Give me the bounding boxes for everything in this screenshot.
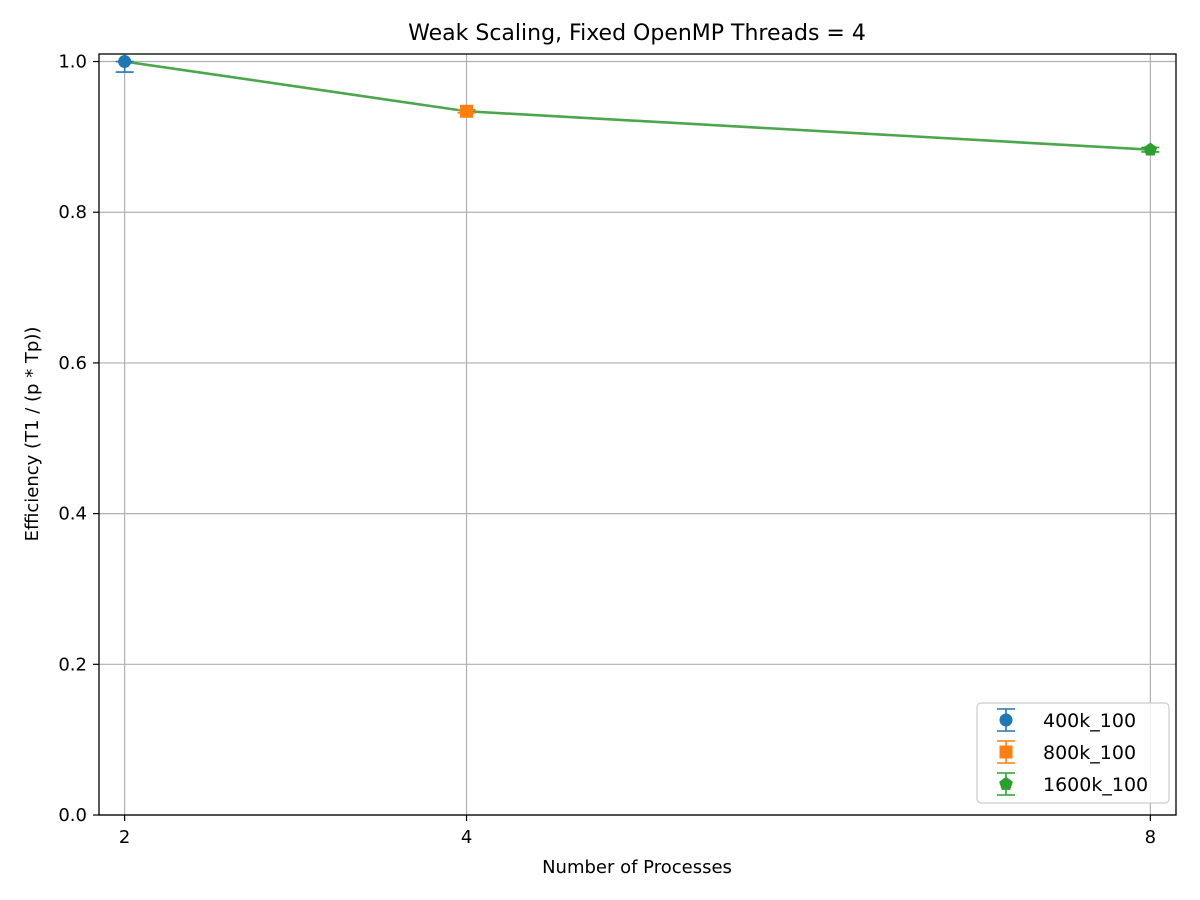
y-tick-label: 0.6 xyxy=(58,353,87,374)
legend-marker xyxy=(999,776,1013,790)
data-point-800k_100 xyxy=(460,104,474,118)
x-axis-ticks: 2 4 8 xyxy=(119,815,1156,848)
legend-label: 1600k_100 xyxy=(1043,774,1148,796)
plot-frame xyxy=(98,53,1177,816)
chart-title: Weak Scaling, Fixed OpenMP Threads = 4 xyxy=(408,21,866,46)
x-tick-label: 8 xyxy=(1145,827,1156,848)
data-points xyxy=(115,55,1160,156)
legend-marker xyxy=(999,713,1013,727)
y-axis-ticks: 0.0 0.2 0.4 0.6 0.8 1.0 xyxy=(58,52,99,826)
y-axis-label: Efficiency (T1 / (p * Tp)) xyxy=(22,327,43,542)
y-tick-label: 0.4 xyxy=(58,504,87,525)
legend-marker xyxy=(999,745,1013,759)
x-tick-label: 4 xyxy=(461,827,472,848)
y-tick-label: 0.8 xyxy=(58,202,87,223)
data-point-1600k_100 xyxy=(1143,142,1158,156)
legend-label: 800k_100 xyxy=(1043,742,1136,764)
x-axis-label: Number of Processes xyxy=(542,857,732,878)
legend: 400k_100 800k_100 1600k_100 xyxy=(976,702,1170,804)
legend-box xyxy=(976,702,1170,804)
x-tick-label: 2 xyxy=(119,827,130,848)
legend-entry: 1600k_100 xyxy=(997,772,1148,796)
y-tick-label: 1.0 xyxy=(58,52,87,73)
legend-entry: 800k_100 xyxy=(997,740,1136,764)
y-tick-label: 0.2 xyxy=(58,654,87,675)
legend-label: 400k_100 xyxy=(1043,710,1136,732)
legend-entry: 400k_100 xyxy=(997,708,1136,732)
data-point-400k_100 xyxy=(118,55,132,69)
y-tick-label: 0.0 xyxy=(58,805,87,826)
